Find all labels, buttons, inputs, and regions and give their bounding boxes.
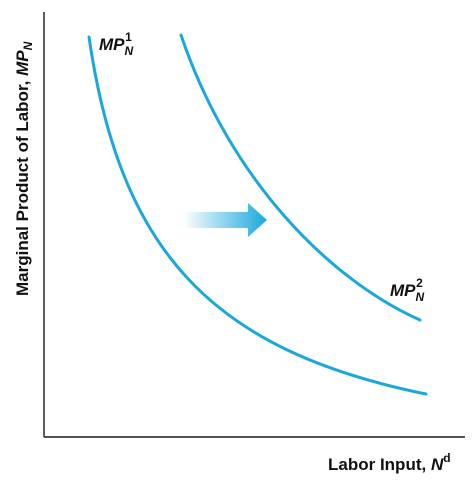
x-axis-label: Labor Input, Nd [328, 451, 451, 474]
y-axis-label: Marginal Product of Labor, MPN [13, 41, 35, 296]
shift-right-arrow [183, 203, 267, 237]
mp-curve-2 [179, 33, 422, 322]
curve-label-2: MPN2 [390, 276, 425, 304]
curve-label-1: MPN1 [99, 30, 134, 58]
mp-curve-1 [87, 35, 428, 396]
